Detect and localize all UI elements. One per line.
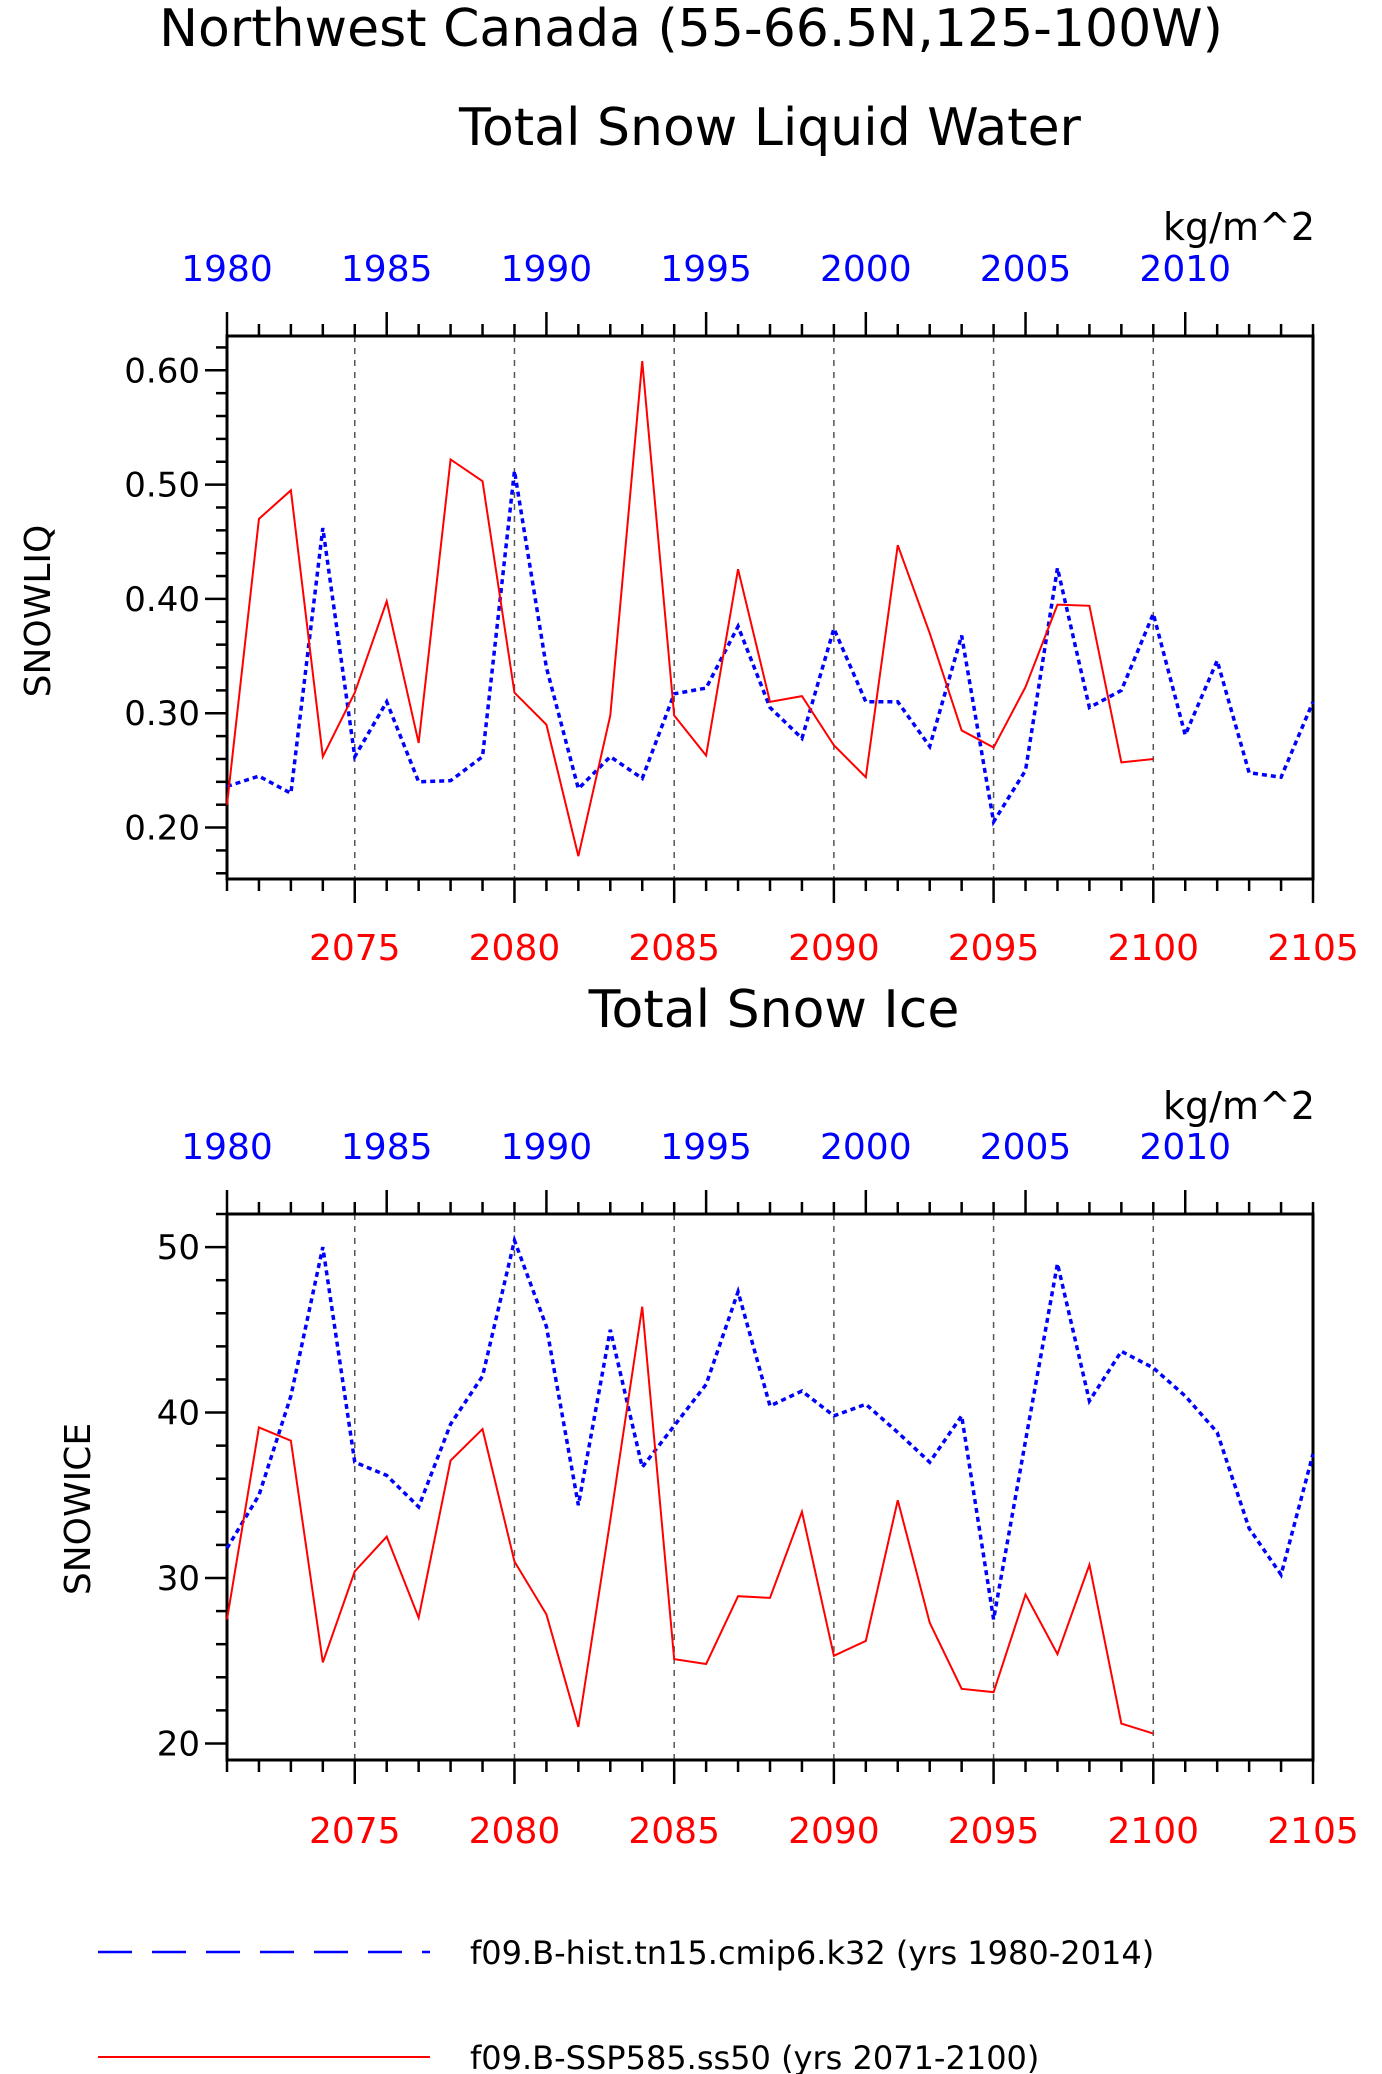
- figure-title: Northwest Canada (55-66.5N,125-100W): [159, 0, 1223, 59]
- bottom-x-tick-label: 2080: [469, 928, 561, 969]
- top-x-tick-label: 1990: [501, 1127, 593, 1168]
- top-x-tick-label: 1990: [501, 249, 593, 290]
- bottom-x-tick-label: 2095: [948, 928, 1040, 969]
- bottom-x-tick-label: 2085: [628, 928, 720, 969]
- top-x-tick-label: 2005: [980, 249, 1072, 290]
- top-x-tick-label: 1985: [341, 1127, 433, 1168]
- bottom-x-tick-label: 2085: [628, 1811, 720, 1852]
- bottom-x-tick-label: 2100: [1107, 928, 1199, 969]
- top-x-tick-label: 2010: [1139, 1127, 1231, 1168]
- y-tick-label: 0.60: [124, 351, 200, 391]
- bottom-x-tick-label: 2100: [1107, 1811, 1199, 1852]
- panel-snowice: Total Snow Ice kg/m^2 SNOWICE 20 30 40 50 19…: [58, 980, 1359, 1852]
- bottom-x-tick-label: 2090: [788, 1811, 880, 1852]
- plot-frame: [225, 1212, 1315, 1762]
- bottom-x-tick-label: 2095: [948, 1811, 1040, 1852]
- y-tick-label: 0.40: [124, 580, 200, 620]
- top-x-tick-label: 1980: [181, 1127, 273, 1168]
- top-x-tick-label: 1985: [341, 249, 433, 290]
- top-x-tick-label: 2000: [820, 1127, 912, 1168]
- top-x-tick-label: 1980: [181, 249, 273, 290]
- bottom-x-tick-label: 2105: [1267, 928, 1359, 969]
- top-x-tick-label: 2000: [820, 249, 912, 290]
- y-axis-label: SNOWICE: [58, 1423, 99, 1595]
- legend: f09.B-hist.tn15.cmip6.k32 (yrs 1980-2014…: [98, 1934, 1154, 2074]
- series-line-ssp: [226, 1306, 1154, 1735]
- y-tick-label: 30: [157, 1559, 200, 1599]
- bottom-x-tick-label: 2075: [309, 1811, 401, 1852]
- series-line-ssp: [226, 361, 1154, 857]
- bottom-x-tick-label: 2090: [788, 928, 880, 969]
- top-x-tick-label: 2005: [980, 1127, 1072, 1168]
- units-label: kg/m^2: [1163, 1084, 1315, 1128]
- bottom-x-tick-label: 2075: [309, 928, 401, 969]
- bottom-x-tick-label: 2080: [469, 1811, 561, 1852]
- top-x-tick-label: 2010: [1139, 249, 1231, 290]
- y-tick-label: 50: [157, 1228, 200, 1268]
- y-tick-label: 0.20: [124, 809, 200, 849]
- bottom-x-tick-label: 2105: [1267, 1811, 1359, 1852]
- units-label: kg/m^2: [1163, 205, 1315, 249]
- plot-frame: [225, 334, 1315, 881]
- top-x-tick-label: 1995: [660, 1127, 752, 1168]
- y-tick-label: 40: [157, 1394, 200, 1434]
- y-tick-label: 0.50: [124, 466, 200, 506]
- legend-hist-label: f09.B-hist.tn15.cmip6.k32 (yrs 1980-2014…: [470, 1934, 1154, 1972]
- panel-title: Total Snow Ice: [588, 980, 960, 1040]
- panel-title: Total Snow Liquid Water: [458, 98, 1082, 158]
- series-line-hist: [226, 470, 1315, 827]
- series-line-hist: [225, 1234, 1315, 1620]
- legend-ssp-label: f09.B-SSP585.ss50 (yrs 2071-2100): [470, 2039, 1039, 2074]
- y-axis-label: SNOWLIQ: [18, 525, 59, 698]
- top-x-tick-label: 1995: [660, 249, 752, 290]
- y-tick-label: 0.30: [124, 694, 200, 734]
- y-tick-label: 20: [157, 1724, 200, 1764]
- panel-snowliq: Total Snow Liquid Water kg/m^2 SNOWLIQ 0…: [18, 98, 1359, 969]
